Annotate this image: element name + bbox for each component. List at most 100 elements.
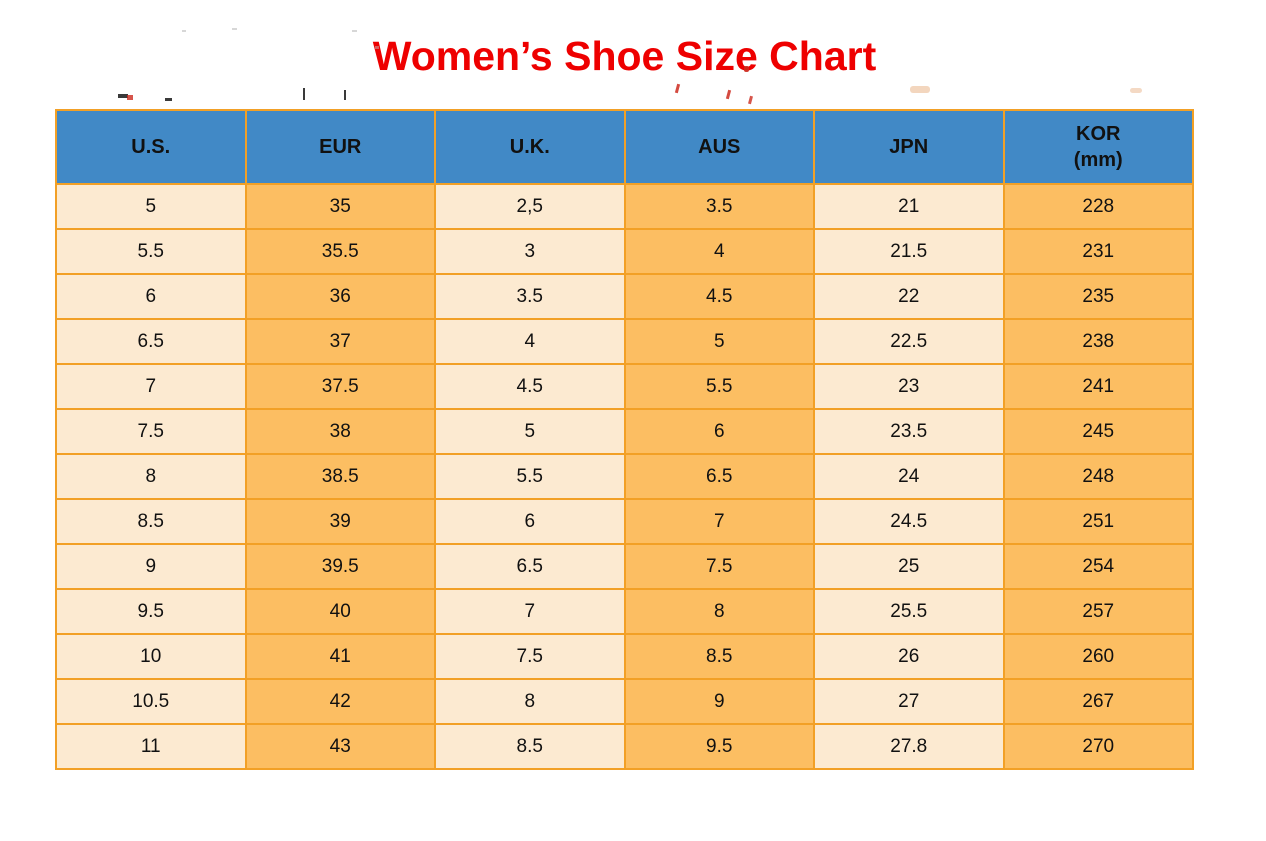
cell-eur: 43 <box>244 723 436 770</box>
cell-us: 5 <box>55 183 247 230</box>
table-header-row: U.S. EUR U.K. AUS JPN KOR (mm) <box>55 109 1194 185</box>
cell-kor: 235 <box>1002 273 1194 320</box>
smudge-artifact <box>182 30 186 32</box>
cell-uk: 7.5 <box>434 633 626 680</box>
cell-jpn: 21 <box>813 183 1005 230</box>
cell-eur: 40 <box>244 588 436 635</box>
table-row: 9.5 40 7 8 25.5 257 <box>55 588 1194 635</box>
table-row: 5 35 2,5 3.5 21 228 <box>55 183 1194 230</box>
smudge-artifact <box>352 30 357 32</box>
table-row: 9 39.5 6.5 7.5 25 254 <box>55 543 1194 590</box>
cell-eur: 35 <box>244 183 436 230</box>
cell-aus: 9.5 <box>623 723 815 770</box>
cell-us: 5.5 <box>55 228 247 275</box>
column-header-label: KOR <box>1076 123 1121 145</box>
table-row: 6.5 37 4 5 22.5 238 <box>55 318 1194 365</box>
shoe-size-table: U.S. EUR U.K. AUS JPN KOR (mm) 5 35 2,5 3.5 21 228 5… <box>55 109 1194 770</box>
table-body: 5 35 2,5 3.5 21 228 5.5 35.5 3 4 21.5 231 6 36 3.5 4.5 2… <box>55 183 1194 770</box>
cell-eur: 37 <box>244 318 436 365</box>
cell-kor: 270 <box>1002 723 1194 770</box>
cell-uk: 4.5 <box>434 363 626 410</box>
cell-jpn: 27.8 <box>813 723 1005 770</box>
column-header-eur: EUR <box>244 109 436 185</box>
cell-kor: 254 <box>1002 543 1194 590</box>
cell-uk: 6 <box>434 498 626 545</box>
smudge-artifact <box>910 86 930 93</box>
cell-uk: 6.5 <box>434 543 626 590</box>
column-header-uk: U.K. <box>434 109 626 185</box>
cell-kor: 245 <box>1002 408 1194 455</box>
header-row: U.S. EUR U.K. AUS JPN KOR (mm) <box>55 109 1194 185</box>
cell-eur: 39 <box>244 498 436 545</box>
smudge-artifact <box>725 89 732 100</box>
smudge-artifact <box>232 28 237 30</box>
cell-aus: 7 <box>623 498 815 545</box>
cell-kor: 267 <box>1002 678 1194 725</box>
column-header-label: U.K. <box>509 136 550 158</box>
smudge-artifact <box>674 83 681 94</box>
cell-eur: 36 <box>244 273 436 320</box>
cell-uk: 3 <box>434 228 626 275</box>
cell-kor: 257 <box>1002 588 1194 635</box>
cell-aus: 8 <box>623 588 815 635</box>
smudge-artifact <box>118 94 128 98</box>
table-row: 11 43 8.5 9.5 27.8 270 <box>55 723 1194 770</box>
cell-jpn: 27 <box>813 678 1005 725</box>
cell-us: 6 <box>55 273 247 320</box>
column-header-label: AUS <box>698 136 741 158</box>
smudge-artifact <box>748 95 753 105</box>
cell-kor: 260 <box>1002 633 1194 680</box>
table-row: 6 36 3.5 4.5 22 235 <box>55 273 1194 320</box>
table-row: 10 41 7.5 8.5 26 260 <box>55 633 1194 680</box>
cell-jpn: 23 <box>813 363 1005 410</box>
cell-jpn: 21.5 <box>813 228 1005 275</box>
cell-jpn: 26 <box>813 633 1005 680</box>
cell-eur: 41 <box>244 633 436 680</box>
cell-uk: 5.5 <box>434 453 626 500</box>
cell-us: 7 <box>55 363 247 410</box>
cell-kor: 231 <box>1002 228 1194 275</box>
cell-aus: 6 <box>623 408 815 455</box>
cell-jpn: 23.5 <box>813 408 1005 455</box>
cell-us: 11 <box>55 723 247 770</box>
cell-aus: 6.5 <box>623 453 815 500</box>
cell-jpn: 22.5 <box>813 318 1005 365</box>
cell-us: 9 <box>55 543 247 590</box>
table-row: 5.5 35.5 3 4 21.5 231 <box>55 228 1194 275</box>
column-header-kor: KOR (mm) <box>1002 109 1194 185</box>
cell-us: 10.5 <box>55 678 247 725</box>
cell-uk: 2,5 <box>434 183 626 230</box>
cell-jpn: 25.5 <box>813 588 1005 635</box>
column-header-label: JPN <box>889 136 929 158</box>
cell-jpn: 24.5 <box>813 498 1005 545</box>
cell-eur: 37.5 <box>244 363 436 410</box>
table-row: 7 37.5 4.5 5.5 23 241 <box>55 363 1194 410</box>
cell-us: 9.5 <box>55 588 247 635</box>
cell-aus: 8.5 <box>623 633 815 680</box>
smudge-artifact <box>127 95 133 100</box>
cell-us: 8.5 <box>55 498 247 545</box>
cell-aus: 4 <box>623 228 815 275</box>
cell-uk: 7 <box>434 588 626 635</box>
cell-uk: 8.5 <box>434 723 626 770</box>
cell-aus: 5.5 <box>623 363 815 410</box>
page-title: Women’s Shoe Size Chart <box>372 33 877 79</box>
column-header-label: U.S. <box>131 136 171 158</box>
table-row: 10.5 42 8 9 27 267 <box>55 678 1194 725</box>
column-header-sublabel: (mm) <box>1073 149 1123 171</box>
table-row: 7.5 38 5 6 23.5 245 <box>55 408 1194 455</box>
column-header-label: EUR <box>319 136 362 158</box>
cell-jpn: 24 <box>813 453 1005 500</box>
cell-kor: 238 <box>1002 318 1194 365</box>
cell-aus: 3.5 <box>623 183 815 230</box>
cell-eur: 35.5 <box>244 228 436 275</box>
cell-eur: 38.5 <box>244 453 436 500</box>
smudge-artifact <box>1130 88 1142 93</box>
cell-aus: 7.5 <box>623 543 815 590</box>
cell-jpn: 25 <box>813 543 1005 590</box>
cell-us: 8 <box>55 453 247 500</box>
cell-uk: 4 <box>434 318 626 365</box>
table-row: 8 38.5 5.5 6.5 24 248 <box>55 453 1194 500</box>
cell-uk: 5 <box>434 408 626 455</box>
cell-aus: 9 <box>623 678 815 725</box>
